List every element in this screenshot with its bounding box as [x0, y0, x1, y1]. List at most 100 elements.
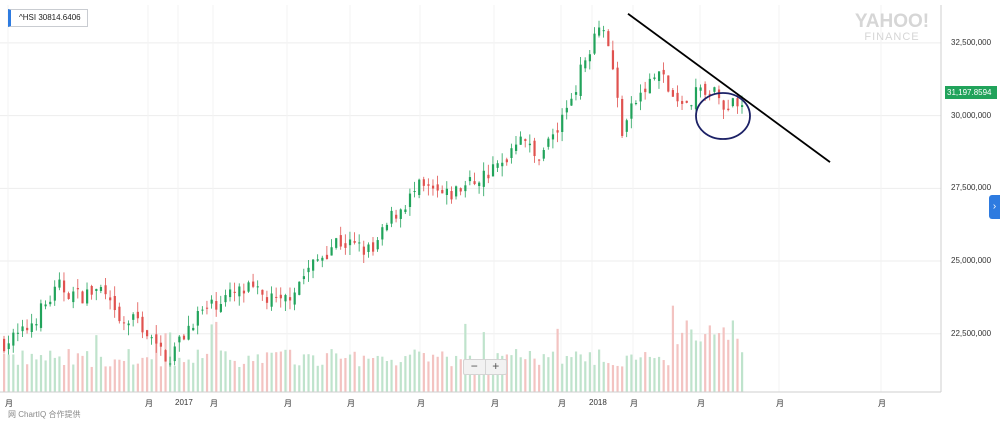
candle-body [731, 98, 734, 107]
candle-body [49, 301, 52, 305]
candle-body [621, 98, 624, 136]
volume-bar [192, 362, 195, 392]
volume-bar [39, 355, 43, 392]
candle-body [727, 108, 730, 111]
candle-body [238, 286, 241, 297]
candle-body [491, 164, 495, 177]
volume-bar [321, 364, 324, 392]
candle-body [215, 301, 218, 310]
candle-body [302, 276, 306, 280]
candle-body [418, 179, 421, 196]
volume-bar [16, 364, 20, 392]
symbol-name: ^HSI [19, 13, 37, 22]
candle-body [39, 303, 43, 328]
candle-body [372, 242, 375, 252]
volume-bar [570, 357, 573, 392]
candle-body [86, 289, 89, 304]
volume-bar [215, 321, 218, 392]
zoom-out-button[interactable]: − [464, 360, 486, 374]
volume-bar [95, 335, 98, 392]
x-tick-label: 月 [630, 399, 638, 408]
x-tick-label: 月 [284, 399, 292, 408]
candle-body [298, 281, 301, 295]
volume-bar [441, 351, 444, 392]
candle-body [109, 297, 112, 301]
volume-bar [657, 356, 661, 392]
candle-body [35, 324, 38, 326]
candle-body [574, 92, 578, 95]
candle-body [169, 363, 172, 365]
volume-bar [252, 361, 255, 392]
volume-bar [381, 356, 384, 392]
volume-bar [182, 362, 186, 392]
candle-body [385, 224, 389, 231]
candle-body [704, 83, 707, 95]
volume-bar [12, 354, 15, 392]
volume-bar [67, 349, 70, 392]
volume-bar [288, 349, 292, 392]
candle-body [413, 191, 416, 193]
x-tick-label: 2018 [589, 398, 607, 407]
y-tick-label: 30,000,000 [951, 110, 992, 120]
volume-bar [81, 355, 84, 392]
chevron-right-icon[interactable]: › [989, 195, 1000, 219]
volume-bar [76, 353, 79, 392]
volume-bar [551, 351, 555, 392]
candle-body [224, 295, 227, 303]
volume-bar [565, 355, 568, 392]
candle-body [376, 240, 379, 250]
x-tick-label: 月 [417, 399, 425, 408]
volume-bar [145, 357, 149, 392]
volume-bar [736, 338, 739, 392]
volume-bar [173, 365, 176, 392]
candle-body [408, 193, 412, 207]
volume-bar [671, 305, 675, 392]
volume-bar [667, 365, 670, 392]
candle-body [514, 144, 518, 151]
volume-bar [584, 361, 587, 392]
x-tick-label: 月 [697, 399, 705, 408]
candle-body [570, 98, 573, 106]
candle-body [556, 130, 559, 133]
candle-body [644, 88, 647, 93]
candle-body [233, 291, 236, 293]
volume-bar [293, 364, 296, 392]
candle-body [141, 316, 144, 333]
volume-bar [205, 353, 209, 392]
volume-bar [598, 349, 601, 392]
candle-body [528, 143, 532, 146]
candle-body [72, 291, 75, 303]
volume-bar [395, 365, 398, 392]
volume-bar [312, 355, 315, 392]
candle-body [436, 184, 439, 191]
volume-bar [556, 328, 559, 392]
candle-body [459, 188, 462, 192]
volume-bar [542, 354, 545, 392]
candle-body [362, 246, 365, 255]
candle-body [616, 67, 619, 98]
volume-bar [307, 354, 310, 392]
x-tick-label: 月 [776, 399, 784, 408]
y-tick-label: 32,500,000 [951, 37, 992, 47]
candle-body [173, 346, 176, 362]
symbol-legend[interactable]: ^HSI 30814.6406 [8, 9, 88, 27]
x-tick-label: 月 [347, 399, 355, 408]
volume-bar [676, 344, 679, 392]
candle-body [639, 92, 642, 102]
candle-body [694, 87, 698, 110]
candle-body [699, 87, 702, 91]
volume-bar [26, 364, 29, 392]
candle-body [473, 181, 476, 185]
volume-bar [247, 355, 250, 392]
volume-bar [113, 359, 116, 392]
zoom-in-button[interactable]: + [492, 359, 500, 373]
volume-bar [49, 350, 52, 392]
volume-bar [408, 354, 412, 392]
candle-body [367, 244, 370, 253]
candle-body [593, 33, 596, 54]
volume-bar [717, 333, 721, 392]
candle-body [399, 209, 402, 219]
candle-body [344, 243, 347, 248]
candle-body [445, 188, 448, 195]
